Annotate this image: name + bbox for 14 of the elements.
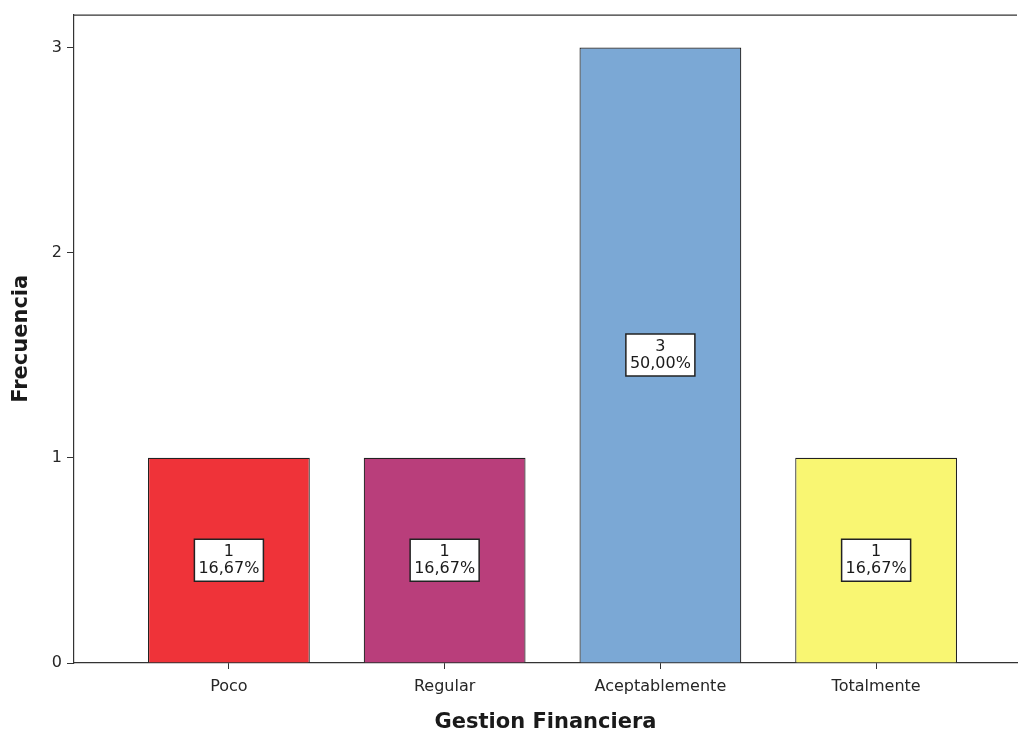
y-tick-label: 2 [51, 241, 62, 261]
data-label: 3 50,00% [629, 335, 691, 372]
x-tick-label: Totalmente [830, 675, 921, 695]
x-tick-label: Regular [413, 675, 476, 695]
y-tick-label: 3 [51, 36, 62, 56]
data-label: 1 16,67% [414, 540, 476, 577]
y-axis-title: Frecuencia [8, 274, 33, 403]
data-label: 1 16,67% [845, 540, 907, 577]
x-axis-title: Gestion Financiera [434, 708, 657, 733]
y-tick-label: 1 [51, 446, 62, 466]
x-tick-label: Aceptablemente [594, 675, 727, 695]
data-label: 1 16,67% [198, 540, 260, 577]
x-tick-label: Poco [210, 675, 248, 695]
y-tick-label: 0 [51, 652, 62, 672]
